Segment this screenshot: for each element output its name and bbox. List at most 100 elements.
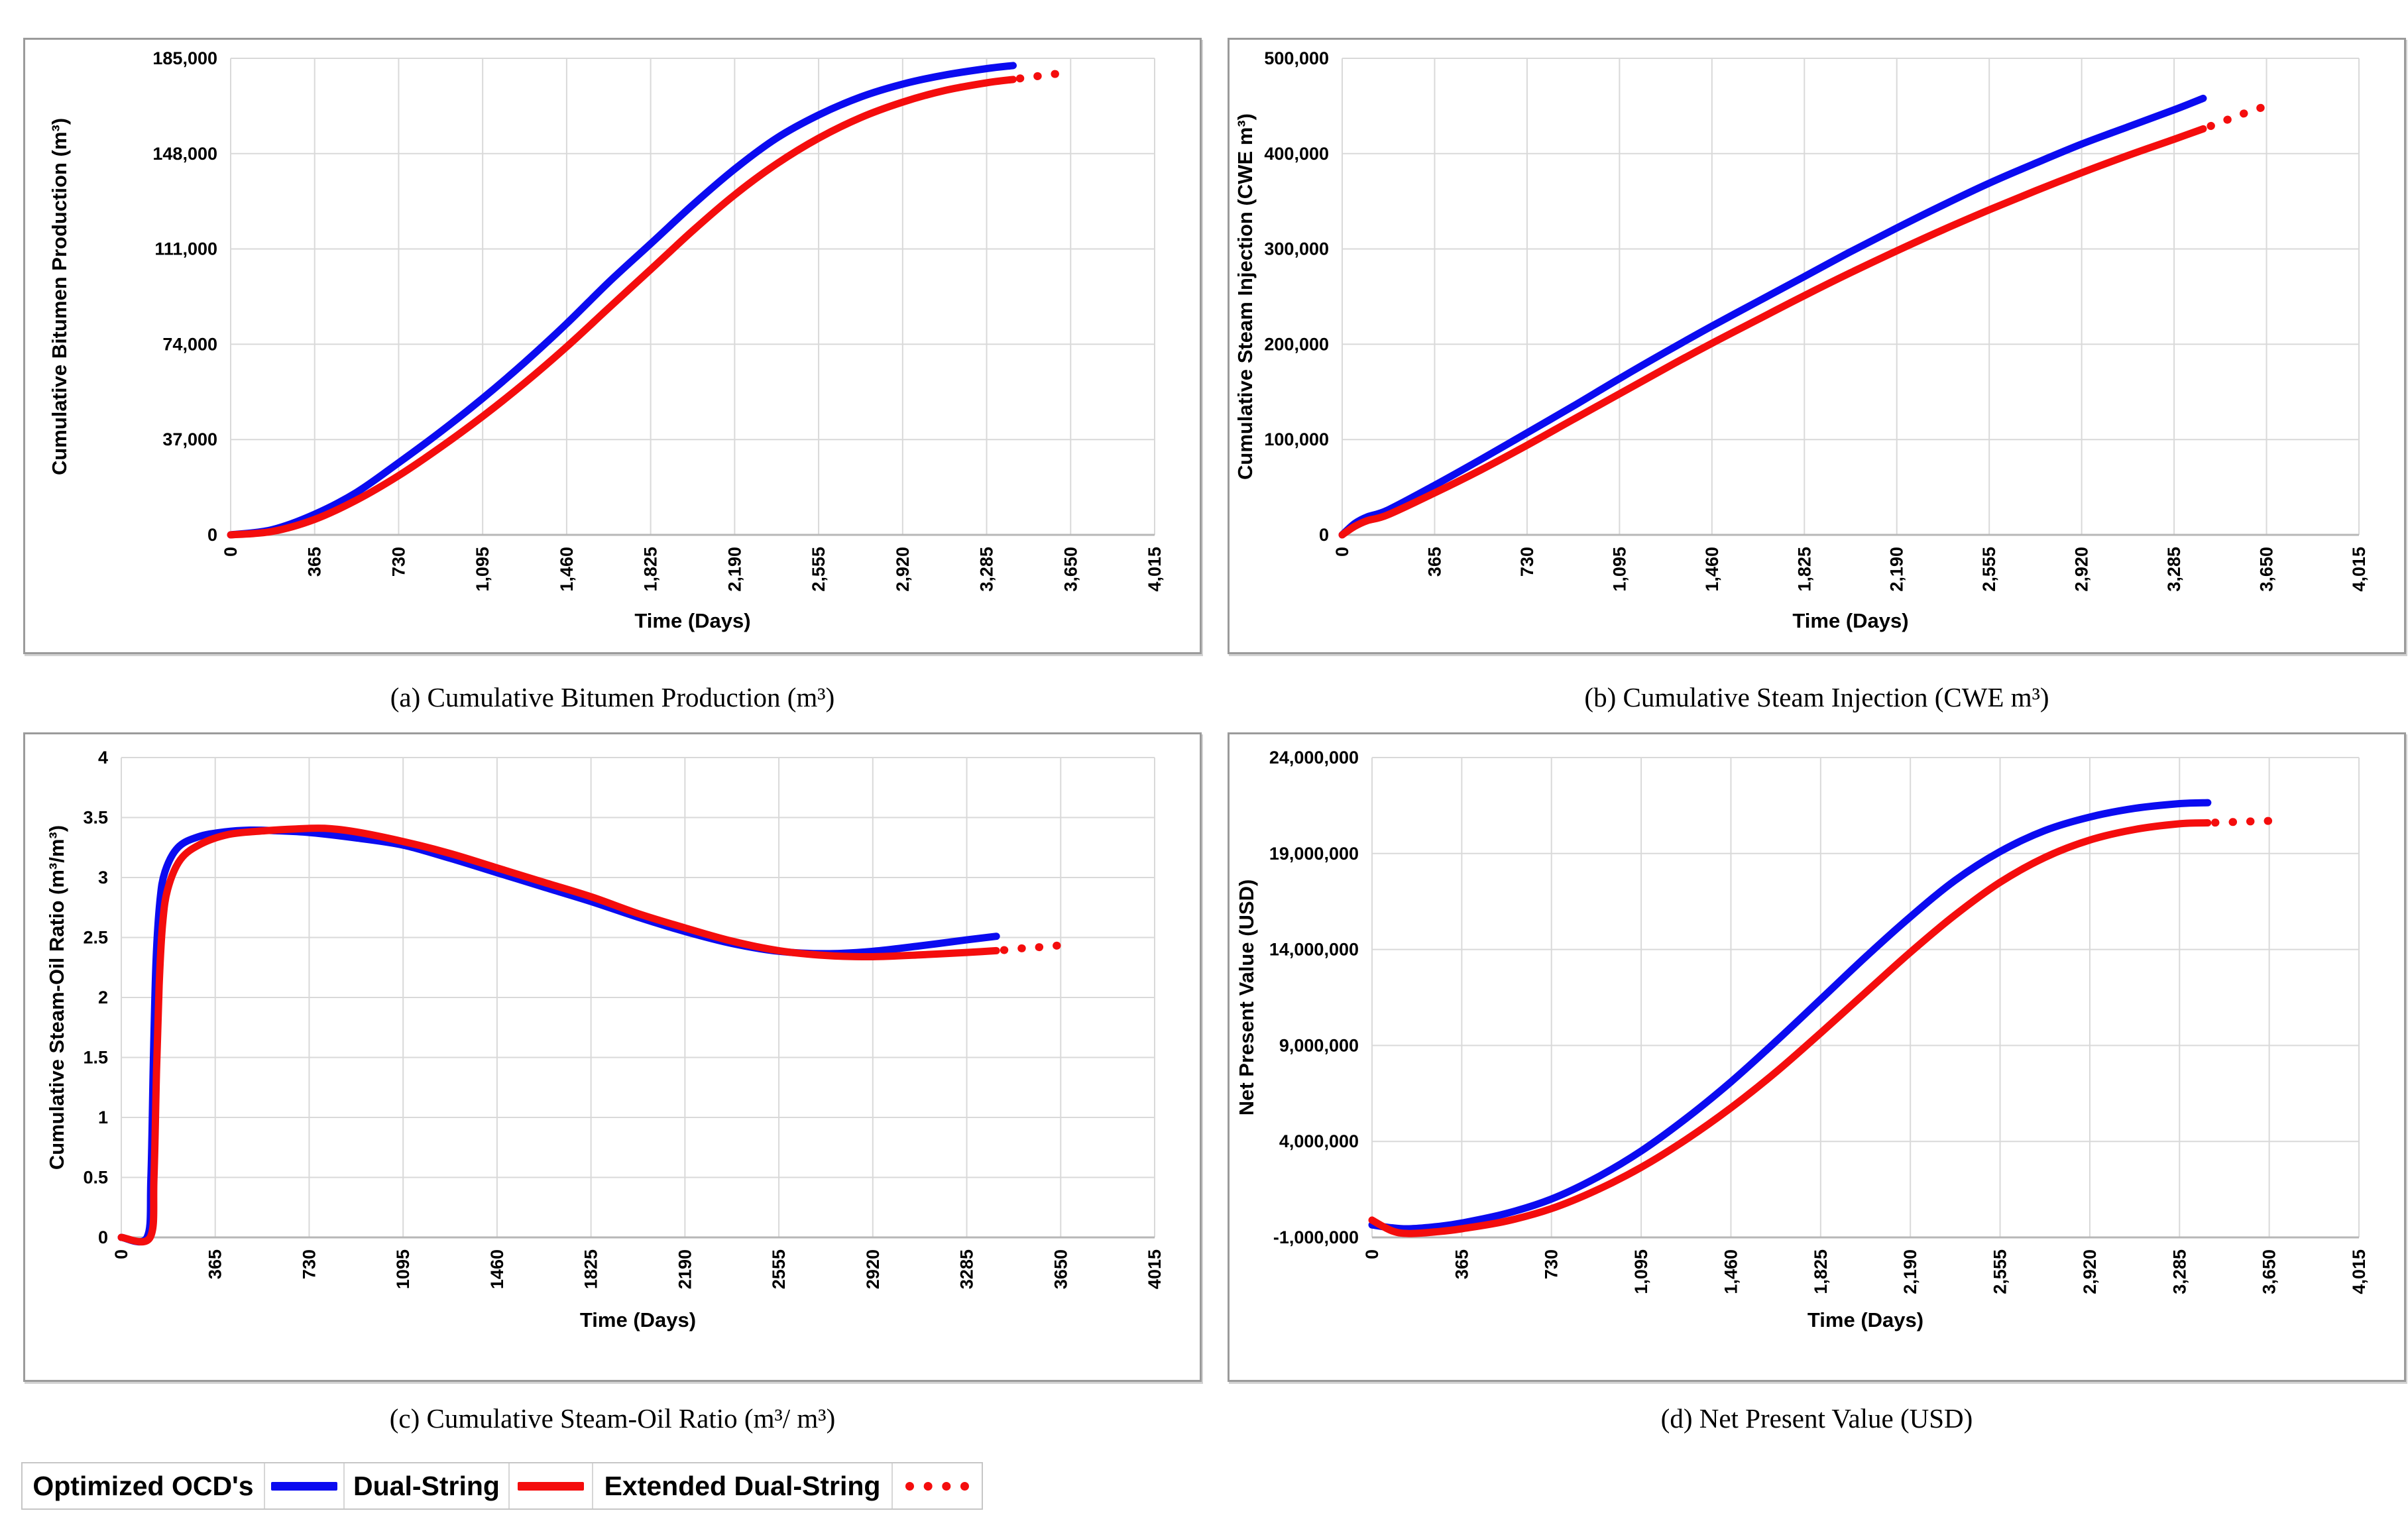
caption-a: (a) Cumulative Bitumen Production (m³) — [390, 682, 835, 712]
x-tick-label: 3,650 — [2257, 547, 2277, 592]
caption-c: (c) Cumulative Steam-Oil Ratio (m³/ m³) — [389, 1403, 836, 1434]
x-tick-label: 2190 — [675, 1249, 695, 1289]
x-tick-label: 1,460 — [557, 547, 577, 592]
series-dual-string — [227, 62, 1017, 539]
x-tick-label: 3,285 — [2164, 547, 2184, 592]
series-dual-string — [1338, 94, 2207, 539]
x-tick-label: 1,825 — [1811, 1249, 1831, 1294]
y-tick-label: 19,000,000 — [1269, 844, 1359, 864]
legend-label-extended-dual-string-cell: Extended Dual-String — [593, 1463, 893, 1508]
x-tick-label: 3,285 — [977, 547, 997, 592]
x-tick-label: 2,190 — [1900, 1249, 1920, 1294]
x-tick-label: 730 — [388, 547, 408, 577]
chart-svg-c: 0 0.5 1 1.5 2 2.5 3 3.5 4 0 365 730 1095 1460 1825 2190… — [45, 748, 1165, 1332]
y-tick-label: 0 — [98, 1227, 108, 1247]
gridlines — [121, 757, 1155, 1238]
y-tick-label: 148,000 — [152, 144, 217, 164]
y-axis-title: Cumulative Steam Injection (CWE m³) — [1233, 113, 1257, 480]
series-dual-string — [1368, 799, 2212, 1233]
x-tick-label: 3,285 — [2169, 1249, 2189, 1294]
x-tick-label: 365 — [205, 1249, 225, 1279]
legend-swatch-extended-dual-string — [510, 1463, 593, 1508]
series-extended-dual-string-dotted — [1000, 941, 1065, 954]
y-tick-label: 4,000,000 — [1279, 1131, 1359, 1151]
x-tick-label: 2,190 — [1887, 547, 1907, 592]
x-tick-label: 0 — [1362, 1249, 1382, 1259]
gridlines — [230, 58, 1155, 536]
y-axis-title: Net Present Value (USD) — [1235, 879, 1258, 1116]
x-tick-label: 1,460 — [1721, 1249, 1741, 1294]
series-extended-dual-string-dotted — [2211, 817, 2273, 827]
legend-label-dual-string: Dual-String — [353, 1470, 500, 1501]
x-tick-label: 1,095 — [1609, 547, 1629, 592]
legend-label-extended-dual-string: Extended Dual-String — [604, 1470, 881, 1501]
x-tick-label: 3650 — [1051, 1249, 1070, 1289]
x-tick-label: 2,920 — [2080, 1249, 2100, 1294]
x-tick-label: 2,190 — [724, 547, 744, 592]
series-extended-dual-string — [1368, 819, 2212, 1237]
y-tick-label: 300,000 — [1264, 239, 1329, 259]
legend: Optimized OCD's Dual-String Extended Dua… — [21, 1462, 983, 1510]
red-dotted-line-swatch-icon — [905, 1481, 969, 1491]
y-tick-label: 400,000 — [1264, 144, 1329, 164]
x-tick-label: 4,015 — [2349, 547, 2369, 592]
x-tick-label: 1095 — [393, 1249, 413, 1289]
x-tick-label: 365 — [1452, 1249, 1471, 1279]
legend-swatch-dual-string — [265, 1463, 345, 1508]
caption-d: (d) Net Present Value (USD) — [1660, 1403, 1973, 1434]
x-tick-label: 3,650 — [2260, 1249, 2279, 1294]
legend-title-cell: Optimized OCD's — [23, 1463, 265, 1508]
x-tick-label: 1,460 — [1702, 547, 1722, 592]
x-tick-label: 4,015 — [2349, 1249, 2369, 1294]
series-extended-dual-string-dotted — [2207, 101, 2271, 131]
x-tick-label: 1,095 — [473, 547, 492, 592]
x-tick-label: 2,920 — [893, 547, 913, 592]
chart-panel-c: 0 0.5 1 1.5 2 2.5 3 3.5 4 0 365 730 1095 1460 1825 2190… — [23, 732, 1202, 1382]
y-tick-label: 37,000 — [162, 429, 217, 449]
x-tick-label: 2555 — [769, 1249, 789, 1289]
x-tick-label: 1,825 — [641, 547, 661, 592]
legend-title: Optimized OCD's — [32, 1470, 254, 1501]
y-tick-label: 500,000 — [1264, 48, 1329, 68]
x-tick-label: 0 — [221, 547, 241, 557]
y-axis-title: Cumulative Steam-Oil Ratio (m³/m³) — [45, 825, 68, 1170]
y-tick-label: 0.5 — [83, 1168, 108, 1188]
series-extended-dual-string — [227, 76, 1017, 539]
y-tick-label: 200,000 — [1264, 334, 1329, 354]
x-axis-title: Time (Days) — [1807, 1308, 1923, 1332]
y-tick-label: 0 — [207, 525, 217, 545]
x-axis-title: Time (Days) — [634, 609, 750, 632]
x-tick-label: 4015 — [1145, 1249, 1165, 1289]
x-tick-label: 365 — [305, 547, 325, 577]
x-tick-label: 365 — [1424, 547, 1444, 577]
blue-line-swatch-icon — [271, 1481, 337, 1491]
x-tick-label: 1,095 — [1631, 1249, 1651, 1294]
x-tick-label: 0 — [1332, 547, 1352, 557]
y-tick-label: 100,000 — [1264, 429, 1329, 449]
y-tick-label: 3.5 — [83, 808, 108, 828]
y-tick-label: 2 — [98, 988, 108, 1007]
chart-svg-d: -1,000,000 4,000,000 9,000,000 14,000,000 19… — [1235, 748, 2369, 1332]
series-dual-string — [117, 826, 1000, 1246]
caption-b: (b) Cumulative Steam Injection (CWE m³) — [1584, 682, 2049, 712]
red-line-swatch-icon — [518, 1481, 584, 1491]
x-tick-label: 1,825 — [1794, 547, 1814, 592]
x-tick-label: 2,555 — [809, 547, 829, 592]
chart-panel-b: 0 100,000 200,000 300,000 400,000 500,000 0 365… — [1228, 38, 2406, 654]
y-axis-title: Cumulative Bitumen Production (m³) — [48, 118, 71, 475]
x-tick-label: 730 — [299, 1249, 319, 1279]
chart-panel-a: 0 37,000 74,000 111,000 148,000 185,000 0 365 73… — [23, 38, 1202, 654]
y-tick-label: 4 — [98, 748, 108, 767]
x-axis-title: Time (Days) — [1792, 609, 1908, 632]
x-tick-label: 2,555 — [1990, 1249, 2010, 1294]
y-tick-label: 14,000,000 — [1269, 940, 1359, 960]
y-tick-label: 2.5 — [83, 928, 108, 948]
x-tick-label: 3285 — [957, 1249, 977, 1289]
y-tick-label: 185,000 — [152, 48, 217, 68]
x-tick-label: 3,650 — [1061, 547, 1080, 592]
x-axis-title: Time (Days) — [580, 1308, 696, 1332]
chart-svg-a: 0 37,000 74,000 111,000 148,000 185,000 0 365 73… — [48, 48, 1165, 632]
series-extended-dual-string-dotted — [1015, 68, 1075, 83]
y-tick-label: 24,000,000 — [1269, 748, 1359, 767]
